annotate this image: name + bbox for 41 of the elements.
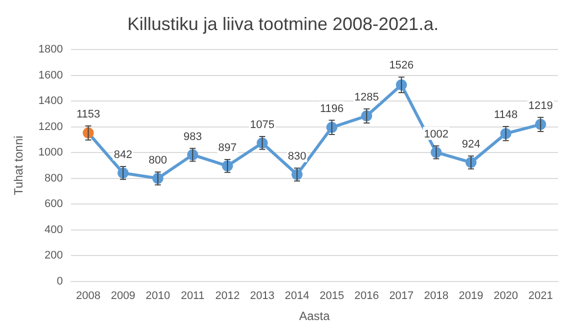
x-tick-label: 2014 <box>284 290 310 302</box>
y-tick-label: 400 <box>44 224 63 236</box>
data-label: 1526 <box>389 60 414 72</box>
y-axis-title: Tuhat tonni <box>12 136 26 196</box>
y-tick-label: 200 <box>44 250 63 262</box>
x-tick-label: 2015 <box>320 290 344 302</box>
x-tick-label: 2020 <box>494 290 518 302</box>
x-tick-label: 2019 <box>458 290 484 302</box>
y-tick-label: 600 <box>44 198 63 210</box>
x-tick-label: 2008 <box>76 290 101 302</box>
data-label: 800 <box>148 154 168 166</box>
y-tick-label: 1600 <box>38 69 63 82</box>
data-label: 1002 <box>424 128 448 140</box>
data-label: 1196 <box>320 102 344 115</box>
data-label: 924 <box>462 138 480 150</box>
x-tick-label: 2016 <box>354 290 379 302</box>
data-label: 897 <box>218 142 237 154</box>
x-tick-label: 2011 <box>180 290 204 302</box>
x-tick-label: 2018 <box>424 290 448 302</box>
x-tick-label: 2010 <box>146 290 170 302</box>
data-label: 1219 <box>528 100 553 112</box>
y-tick-label: 1400 <box>38 95 63 108</box>
y-tick-label: 1800 <box>38 44 63 56</box>
data-label: 983 <box>183 130 202 143</box>
y-tick-label: 1000 <box>38 146 63 159</box>
data-label: 842 <box>114 149 132 162</box>
data-label: 1285 <box>354 91 379 104</box>
data-label: 1148 <box>494 109 518 122</box>
y-tick-label: 0 <box>56 275 63 288</box>
y-tick-label: 800 <box>44 172 63 184</box>
x-axis-title: Aasta <box>299 309 330 324</box>
x-tick-label: 2017 <box>389 290 414 302</box>
data-label: 1075 <box>250 119 274 132</box>
y-tick-label: 1200 <box>38 120 63 133</box>
data-label: 830 <box>288 150 306 163</box>
data-label: 1153 <box>76 108 100 120</box>
chart-title: Killustiku ja liiva tootmine 2008-2021.a. <box>127 14 439 34</box>
x-tick-label: 2009 <box>110 290 136 302</box>
x-tick-label: 2021 <box>528 290 553 302</box>
x-tick-label: 2013 <box>250 290 274 302</box>
x-tick-label: 2012 <box>215 290 240 302</box>
